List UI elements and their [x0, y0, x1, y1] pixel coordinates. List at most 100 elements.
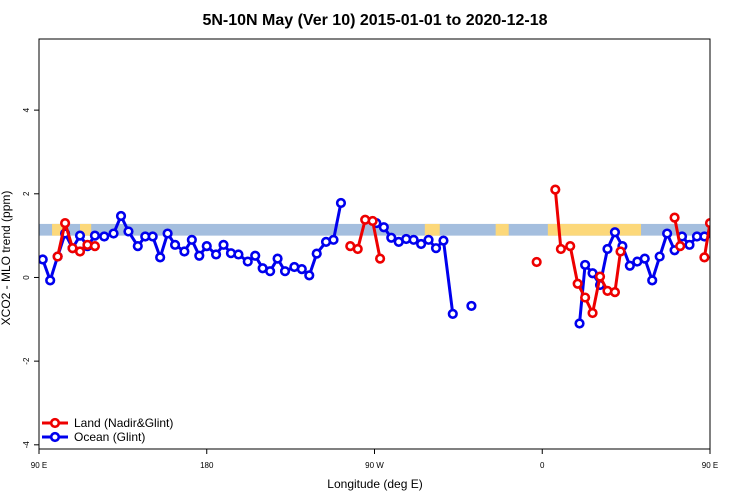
axis-ticks: 90 E 180 90 W 0 90 E -4 -2 0 2 4	[22, 107, 718, 470]
series-ocean	[39, 197, 750, 329]
data-point-ocean	[311, 248, 322, 259]
data-point-ocean	[39, 254, 48, 265]
x-tick-label: 180	[200, 461, 214, 470]
data-point-ocean	[654, 251, 665, 262]
data-point-ocean	[147, 231, 158, 242]
data-point-land	[52, 251, 63, 262]
data-point-ocean	[639, 253, 650, 264]
data-point-ocean	[574, 318, 585, 329]
data-point-ocean	[210, 249, 222, 260]
data-point-ocean	[430, 243, 442, 254]
x-tick-label: 90 E	[31, 461, 47, 470]
data-point-ocean	[624, 260, 635, 271]
data-point-ocean	[89, 230, 101, 241]
band-land-segment	[729, 224, 738, 236]
data-point-ocean	[162, 228, 173, 239]
data-point-land	[572, 278, 583, 289]
data-point-ocean	[609, 227, 621, 238]
data-point-ocean	[684, 239, 695, 250]
data-point-ocean	[328, 234, 339, 245]
data-point-ocean	[423, 234, 434, 245]
data-point-ocean	[186, 234, 197, 245]
data-point-ocean	[730, 242, 738, 250]
data-point-ocean	[647, 275, 658, 286]
data-point-ocean	[447, 308, 458, 319]
y-tick-label: 4	[22, 107, 31, 112]
data-point-land	[615, 246, 626, 257]
data-point-ocean	[438, 235, 449, 246]
data-point-ocean	[386, 232, 397, 243]
data-point-land	[374, 253, 386, 264]
data-point-ocean	[335, 197, 347, 209]
data-point-ocean	[745, 233, 750, 241]
data-point-land	[699, 252, 710, 263]
data-point-land	[725, 248, 733, 256]
data-point-ocean	[738, 233, 746, 241]
series-land	[52, 184, 740, 319]
data-point-land	[580, 292, 591, 303]
data-point-ocean	[602, 243, 613, 255]
data-point-ocean	[108, 228, 119, 239]
data-point-land	[594, 271, 606, 282]
data-point-land	[89, 240, 101, 252]
legend-marker-land	[49, 417, 61, 429]
series-line-land	[729, 246, 737, 251]
data-point-ocean	[723, 228, 731, 236]
x-axis-label: Longitude (deg E)	[327, 477, 422, 491]
data-point-ocean	[155, 252, 166, 263]
legend-label-ocean: Ocean (Glint)	[74, 430, 145, 444]
band-land-segment	[424, 223, 440, 236]
y-tick-label: -2	[22, 357, 31, 365]
data-point-land	[704, 217, 710, 229]
data-point-ocean	[242, 256, 253, 267]
data-point-land	[352, 243, 363, 255]
data-point-ocean	[132, 240, 143, 252]
data-point-land	[550, 184, 561, 195]
data-point-land	[367, 215, 378, 227]
data-point-ocean	[115, 210, 127, 222]
chart-title: 5N-10N May (Ver 10) 2015-01-01 to 2020-1…	[202, 12, 547, 29]
y-tick-label: 0	[22, 275, 31, 280]
data-point-ocean	[296, 264, 307, 275]
data-point-ocean	[580, 259, 591, 271]
data-point-land	[74, 246, 86, 257]
data-point-ocean	[304, 270, 315, 281]
data-point-ocean	[272, 253, 283, 264]
data-point-ocean	[415, 238, 427, 250]
data-point-ocean	[265, 266, 276, 277]
data-point-ocean	[408, 234, 419, 245]
plot-frame	[38, 38, 711, 450]
data-point-ocean	[179, 246, 190, 257]
data-point-ocean	[662, 228, 673, 239]
band-land-segment	[80, 223, 92, 236]
data-point-land	[675, 240, 686, 252]
data-point-land	[669, 212, 680, 223]
series-layer	[39, 184, 750, 329]
data-point-ocean	[169, 239, 181, 250]
data-point-ocean	[250, 250, 261, 261]
data-point-ocean	[716, 212, 724, 220]
data-point-ocean	[378, 222, 389, 233]
y-tick-label: 2	[22, 191, 31, 196]
band-land-segment	[495, 223, 509, 236]
data-point-ocean	[45, 275, 56, 286]
data-point-ocean	[194, 250, 205, 261]
band-land-segment	[547, 223, 642, 236]
data-point-land	[565, 240, 576, 252]
y-axis-label: XCO2 - MLO trend (ppm)	[0, 191, 13, 326]
data-point-land	[609, 287, 621, 298]
data-point-ocean	[466, 300, 477, 312]
data-point-ocean	[123, 226, 134, 237]
band-land-segment	[52, 223, 64, 236]
band-land-segment	[710, 224, 719, 236]
data-point-land	[531, 256, 542, 268]
data-point-ocean	[218, 239, 229, 250]
x-tick-label: 0	[540, 461, 545, 470]
data-point-land	[587, 307, 598, 319]
data-point-land	[555, 243, 566, 255]
data-point-land	[732, 242, 740, 250]
data-point-ocean	[99, 231, 110, 242]
legend-marker-ocean	[49, 431, 61, 443]
data-point-land	[59, 217, 71, 229]
data-point-ocean	[74, 230, 86, 241]
